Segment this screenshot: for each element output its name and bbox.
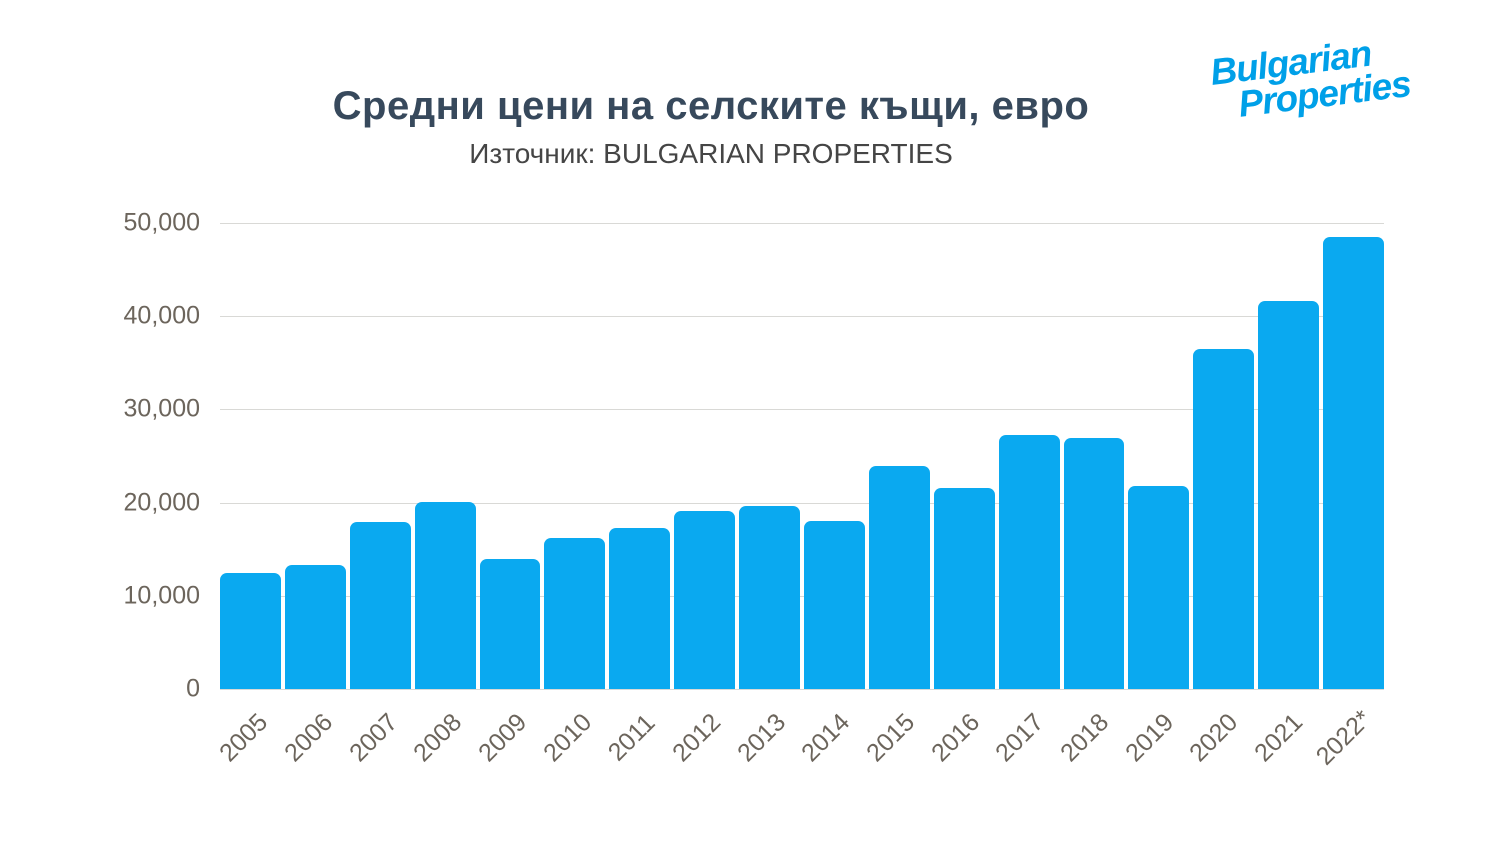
bar-2015 [868, 466, 930, 689]
x-tick-label: 2019 [1119, 708, 1179, 768]
y-tick-label: 30,000 [123, 394, 200, 423]
bar-2014 [804, 521, 865, 689]
bar-2020 [1193, 348, 1255, 689]
x-tick-label: 2016 [925, 708, 985, 768]
x-tick-label: 2006 [279, 708, 339, 768]
bar-2012 [674, 511, 736, 689]
x-tick-label: 2015 [861, 708, 921, 768]
bar-2008 [414, 501, 476, 689]
bar-2011 [609, 527, 671, 689]
x-tick-label: 2010 [537, 708, 597, 768]
x-tick-label: 2009 [473, 708, 533, 768]
x-tick-label: 2021 [1249, 708, 1309, 768]
bar-2009 [479, 559, 541, 689]
y-tick-label: 50,000 [123, 208, 200, 237]
x-tick-label: 2007 [343, 708, 403, 768]
x-tick-label: 2008 [408, 708, 468, 768]
bar-series [220, 223, 1385, 689]
bar-2021 [1258, 301, 1320, 689]
y-tick-label: 0 [186, 674, 200, 703]
y-tick-label: 10,000 [123, 581, 200, 610]
bar-2007 [349, 522, 411, 689]
chart-title: Средни цени на селските къщи, евро [332, 84, 1090, 128]
x-tick-label: 2018 [1055, 708, 1115, 768]
x-tick-label: 2017 [990, 708, 1050, 768]
bar-2018 [1063, 438, 1125, 689]
gridline [220, 595, 1384, 597]
gridline [220, 316, 1384, 318]
x-tick-label: 2011 [603, 708, 661, 767]
x-tick-label: 2013 [731, 708, 791, 768]
bar-2022* [1323, 236, 1385, 689]
y-axis-labels: 0 10,000 20,000 30,000 40,000 50,000 [0, 209, 200, 703]
chart-subtitle: Източник: BULGARIAN PROPERTIES [469, 138, 953, 169]
bar-2019 [1128, 485, 1190, 689]
x-tick-label: 2022* [1310, 704, 1377, 771]
y-tick-label: 40,000 [123, 301, 200, 330]
x-tick-label: 2012 [667, 708, 727, 768]
x-tick-label: 2020 [1184, 708, 1244, 768]
bulgarian-properties-logo: Bulgarian Properties [1208, 32, 1413, 125]
bar-2013 [739, 506, 801, 689]
bar-2010 [544, 538, 606, 689]
bar-2017 [998, 434, 1060, 689]
gridline [220, 502, 1384, 504]
x-tick-label: 2005 [214, 708, 274, 768]
gridline [220, 689, 1384, 690]
x-tick-label: 2014 [796, 708, 856, 768]
bar-2006 [284, 565, 346, 689]
bar-2005 [220, 572, 281, 689]
gridline [220, 223, 1384, 224]
bar-2016 [933, 487, 995, 689]
gridline [220, 409, 1384, 411]
y-tick-label: 20,000 [123, 488, 200, 517]
plot-area [220, 223, 1385, 690]
